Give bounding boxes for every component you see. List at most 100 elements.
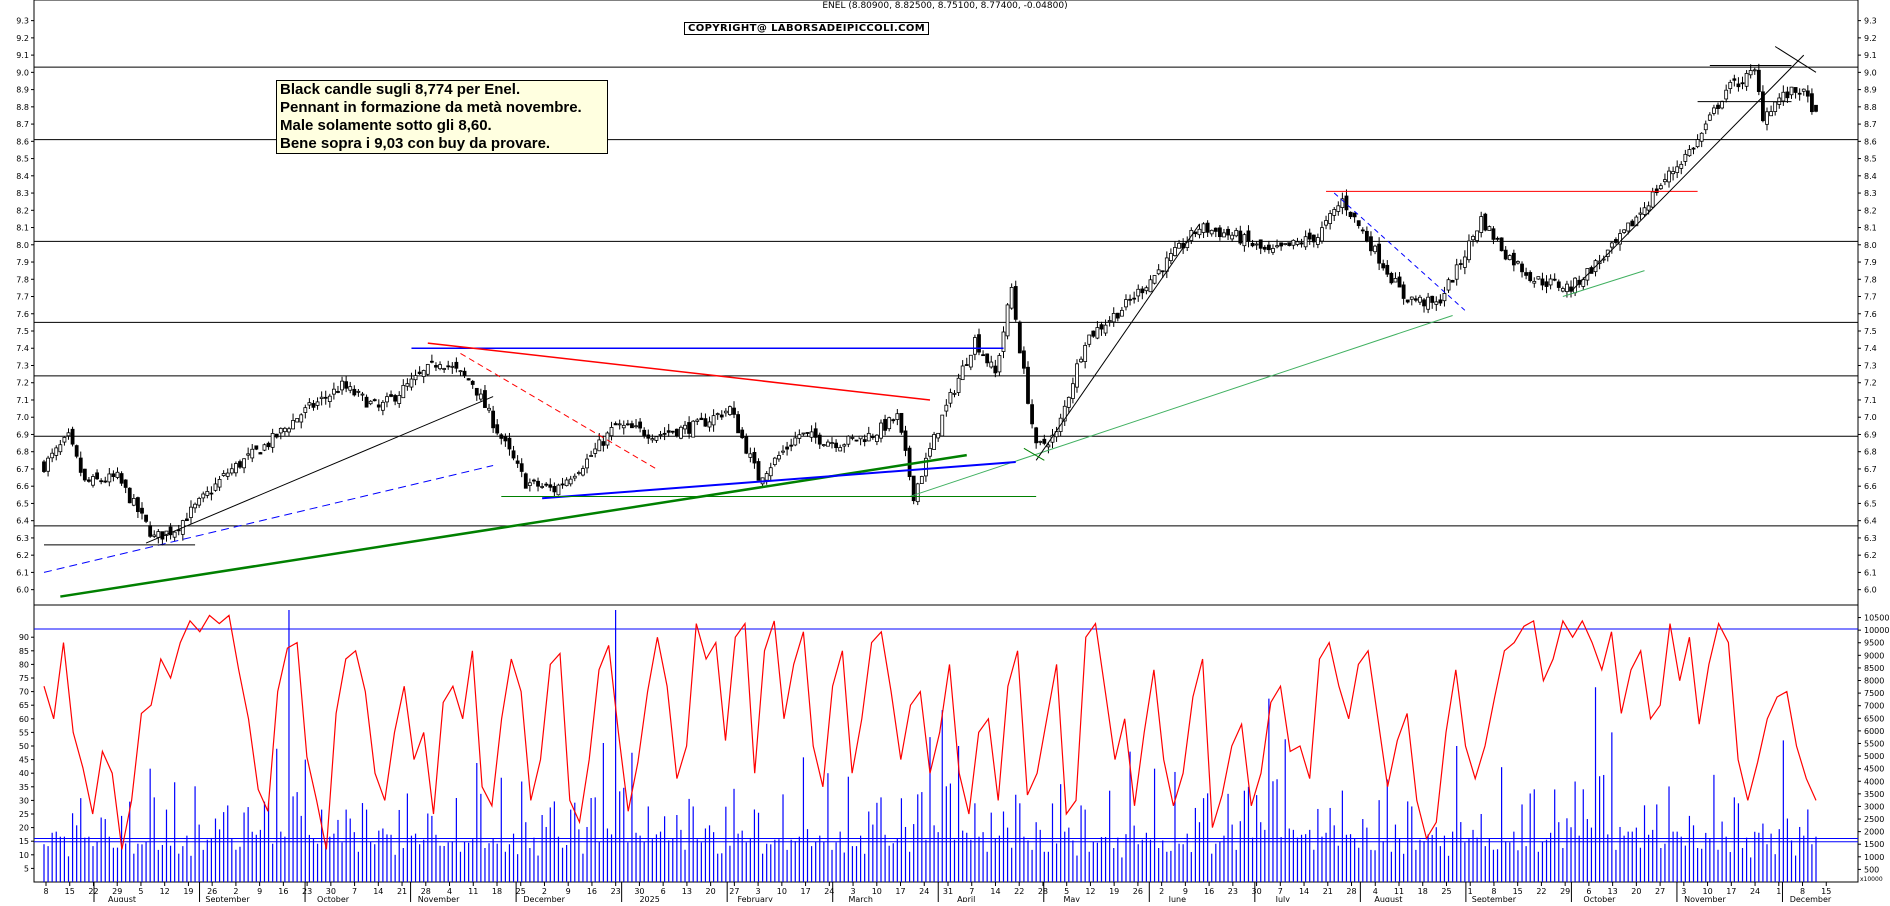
candle [1707, 114, 1712, 121]
candle [646, 434, 651, 439]
candle [1087, 334, 1092, 345]
price-tick-label-left: 6.9 [16, 430, 29, 439]
price-tick-label-left: 8.1 [16, 224, 29, 233]
candle [1009, 287, 1014, 309]
candle [1438, 299, 1443, 304]
x-day-label: 26 [1133, 887, 1143, 896]
x-day-label: 20 [706, 887, 716, 896]
candle [548, 484, 553, 488]
x-day-label: 24 [919, 887, 929, 896]
oscillator-tick-label: 5 [24, 864, 29, 873]
candle [1038, 440, 1043, 443]
candle [1785, 91, 1790, 99]
price-tick-label-left: 6.3 [16, 534, 29, 543]
candle [1536, 276, 1541, 280]
candle [229, 468, 234, 474]
candle [1614, 239, 1618, 243]
candle [262, 444, 267, 451]
x-month-label: August [1374, 895, 1402, 902]
candle [801, 432, 806, 435]
candle [1642, 207, 1647, 215]
price-tick-label-left: 6.5 [16, 499, 29, 508]
x-month-label: October [1583, 895, 1616, 902]
candle [699, 417, 704, 421]
candle [458, 370, 463, 373]
candle [87, 479, 91, 482]
x-day-label: 14 [373, 887, 383, 896]
volume-tick-label: 6500 [1864, 714, 1884, 723]
candle [303, 407, 308, 413]
candle [450, 365, 455, 368]
candle [1805, 90, 1810, 97]
candle [1752, 69, 1757, 72]
x-month-label: 2025 [639, 895, 659, 902]
price-tick-label-right: 8.8 [1864, 103, 1877, 112]
candle [1320, 227, 1324, 242]
candle [70, 428, 75, 445]
candle [1115, 312, 1120, 319]
x-day-label: 29 [112, 887, 122, 896]
candle [1695, 139, 1700, 148]
candle [62, 437, 67, 443]
candle [1671, 171, 1675, 175]
candle [1201, 223, 1206, 233]
candle [1479, 216, 1484, 233]
x-day-label: 8 [43, 887, 48, 896]
candle [295, 418, 300, 423]
candle [1658, 185, 1663, 190]
blue-dashed-line [1333, 192, 1466, 311]
candle [748, 453, 753, 458]
black-trendline [145, 396, 494, 544]
candle [372, 399, 377, 402]
candle [781, 450, 785, 453]
candle [1136, 288, 1141, 297]
candle [1352, 212, 1357, 218]
candle [1299, 242, 1304, 245]
candle [336, 391, 340, 393]
volume-tick-label: 9500 [1864, 639, 1884, 648]
price-tick-label-right: 9.1 [1864, 51, 1877, 60]
x-day-label: 11 [1394, 887, 1404, 896]
volume-tick-label: 7500 [1864, 689, 1884, 698]
price-tick-label-left: 6.0 [16, 586, 29, 595]
candle [225, 472, 230, 477]
candle [556, 484, 561, 496]
candle [1222, 232, 1226, 238]
candle [1344, 195, 1349, 211]
candle [344, 381, 349, 389]
volume-unit-label: x10000 [1860, 876, 1883, 883]
candle [1409, 296, 1414, 300]
x-day-label: 12 [160, 887, 170, 896]
candle [99, 480, 104, 483]
candle [1066, 396, 1071, 408]
x-day-label: 27 [729, 887, 739, 896]
candle [813, 428, 818, 438]
candle [1246, 230, 1251, 242]
candle [1687, 149, 1692, 157]
candle [1434, 301, 1439, 305]
candle [1491, 228, 1496, 240]
candle [1520, 263, 1524, 273]
candle [687, 422, 692, 434]
candle [1548, 278, 1553, 286]
x-day-label: 17 [1726, 887, 1736, 896]
candle [1716, 104, 1720, 109]
volume-tick-label: 5000 [1864, 752, 1884, 761]
x-day-label: 6 [1586, 887, 1591, 896]
x-day-label: 28 [1346, 887, 1356, 896]
candle [740, 429, 745, 439]
candle [185, 518, 189, 522]
wedge-upper-line [427, 342, 931, 401]
candle [707, 421, 712, 428]
price-tick-label-left: 7.4 [16, 344, 29, 353]
candle [1413, 298, 1418, 301]
x-month-label: November [418, 895, 460, 902]
candle [597, 439, 602, 452]
volume-tick-label: 1500 [1864, 840, 1884, 849]
x-day-label: 15 [1821, 887, 1831, 896]
candle [462, 370, 467, 376]
oscillator-tick-label: 85 [19, 647, 29, 656]
x-day-label: 30 [634, 887, 644, 896]
candle [1287, 242, 1292, 246]
candle [1397, 276, 1402, 288]
